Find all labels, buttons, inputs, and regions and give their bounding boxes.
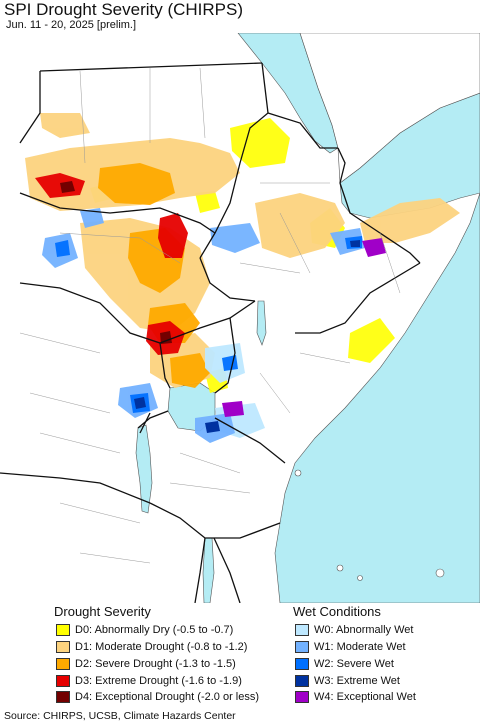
legend-item-d3: D3: Extreme Drought (-1.6 to -1.9) [56,673,242,689]
arabian-peninsula [299,33,480,184]
legend-item-d2: D2: Severe Drought (-1.3 to -1.5) [56,656,236,672]
wet-legend-heading: Wet Conditions [293,604,381,619]
legend-swatch-w0 [295,624,309,636]
w4-areas [222,238,386,417]
legend-label-d0: D0: Abnormally Dry (-0.5 to -0.7) [75,624,234,636]
legend-item-w0: W0: Abnormally Wet [295,622,413,638]
legend-item-d4: D4: Exceptional Drought (-2.0 or less) [56,689,259,705]
legend-swatch-d3 [56,675,70,687]
lake-turkana [256,300,267,346]
map-subtitle: Jun. 11 - 20, 2025 [prelim.] [6,19,137,31]
legend-swatch-d4 [56,691,70,703]
map-title: SPI Drought Severity (CHIRPS) [4,0,244,19]
legend-item-w1: W1: Moderate Wet [295,639,406,655]
legend-label-d1: D1: Moderate Drought (-0.8 to -1.2) [75,641,248,653]
legend-swatch-w3 [295,675,309,687]
w1-areas [42,208,365,443]
legend-label-d2: D2: Severe Drought (-1.3 to -1.5) [75,658,236,670]
legend-label-d3: D3: Extreme Drought (-1.6 to -1.9) [75,675,242,687]
drought-legend-heading: Drought Severity [54,604,151,619]
legend-item-w4: W4: Exceptional Wet [295,689,416,705]
legend-swatch-w4 [295,691,309,703]
legend-item-d0: D0: Abnormally Dry (-0.5 to -0.7) [56,622,233,638]
legend-label-d4: D4: Exceptional Drought (-2.0 or less) [75,691,260,703]
d4-areas [60,181,172,344]
legend-swatch-w2 [295,658,309,670]
legend-label-w3: W3: Extreme Wet [314,675,400,687]
legend-label-w4: W4: Exceptional Wet [314,691,416,703]
legend-swatch-d2 [56,658,70,670]
legend-item-w2: W2: Severe Wet [295,656,394,672]
legend-swatch-d1 [56,641,70,653]
legend-label-w0: W0: Abnormally Wet [314,624,414,636]
admin-borders [19,67,401,564]
legend-swatch-d0 [56,624,70,636]
source-credit: Source: CHIRPS, UCSB, Climate Hazards Ce… [4,710,236,722]
country-borders [0,62,421,603]
drought-map [0,33,480,603]
w3-areas [134,240,360,433]
indian-ocean [274,192,480,603]
lake-tanganyika [135,424,153,514]
islands [294,469,445,581]
legend-item-w3: W3: Extreme Wet [295,673,400,689]
legend-label-w2: W2: Severe Wet [314,658,394,670]
legend-label-w1: W1: Moderate Wet [314,641,406,653]
legend-swatch-w1 [295,641,309,653]
legend-item-d1: D1: Moderate Drought (-0.8 to -1.2) [56,639,247,655]
